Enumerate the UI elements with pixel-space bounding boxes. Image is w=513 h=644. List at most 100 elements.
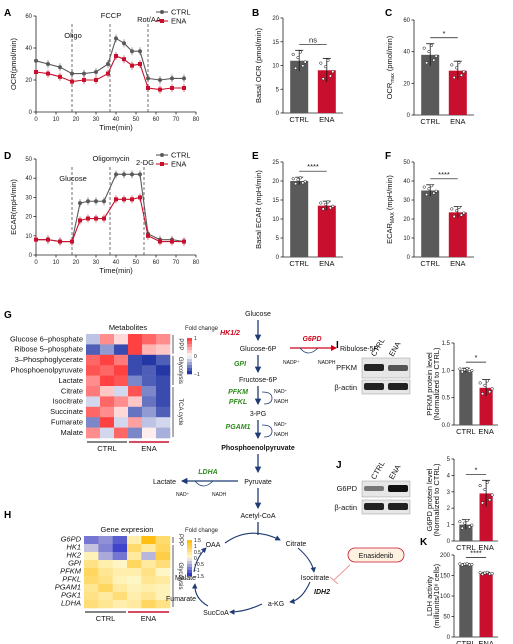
data-point-ena <box>106 71 110 76</box>
replicate-point <box>458 520 462 524</box>
replicate-point <box>425 193 429 197</box>
g6p-label: Glucose-6P <box>240 346 277 353</box>
heatmap-cell <box>84 544 99 553</box>
replicate-point <box>458 367 462 371</box>
heatmap-cell <box>156 396 171 408</box>
category-label: ENA <box>319 259 334 268</box>
data-point-ena <box>170 86 174 90</box>
heatmap-cell <box>114 354 129 366</box>
heatmap-row-label: Succinate <box>50 407 83 416</box>
nadh-label-3: NADH <box>212 492 227 498</box>
colorbar-tick: 1.5 <box>194 538 201 544</box>
chart-f-ytick-label: 20 <box>403 217 410 223</box>
heatmap-cell <box>84 560 99 569</box>
data-point-ctrl <box>46 62 50 66</box>
replicate-point <box>303 179 307 184</box>
heatmap-cell <box>155 552 171 561</box>
heatmap-cell <box>128 406 143 418</box>
y-axis-label-main: Basal ECAR (mpH/min) <box>254 170 263 249</box>
data-point-ena <box>170 239 174 244</box>
chart-k: 0 50 100 150 200 CTRL ENA **** LDH activity(mill… <box>425 549 498 644</box>
data-point-ena <box>58 239 62 244</box>
data-point-ctrl <box>94 199 98 204</box>
chart-e-ytick-label: 0 <box>276 255 280 261</box>
malate-label: Malate <box>175 575 196 582</box>
replicate-point <box>488 498 492 502</box>
xtick-label: 30 <box>93 117 100 123</box>
data-point-ctrl <box>106 62 110 66</box>
significance-label: **** <box>470 549 482 558</box>
bar-ena <box>448 212 467 257</box>
data-point-ena <box>114 197 118 202</box>
heatmap-cell <box>127 560 142 569</box>
colorbar-swatch <box>187 540 192 544</box>
heatmap-cell <box>141 536 156 545</box>
replicate-point <box>427 49 431 54</box>
pg3-label: 3-PG <box>250 411 266 418</box>
data-point-ena <box>130 197 134 202</box>
chart-a: 0 20 40 60 0 10 20 30 40 50 60 70 80 Time(min) OCR(pmo… <box>9 8 200 133</box>
fumarate-label: Fumarate <box>166 596 196 603</box>
heatmap-cell <box>98 536 113 545</box>
replicate-point <box>432 191 436 195</box>
chart-e-ytick-label: 10 <box>272 217 279 223</box>
heatmap-cell <box>142 406 157 418</box>
heatmap-row-label: Ribose 5–phosphate <box>14 345 83 354</box>
y-axis-label-main: OCR <box>385 82 394 99</box>
chart-e-ytick-label: 25 <box>272 160 279 166</box>
replicate-point <box>425 61 429 65</box>
replicate-point <box>422 46 426 50</box>
replicate-point <box>450 63 454 67</box>
colorbar-swatch <box>187 552 192 556</box>
injection-label: Glucose <box>59 174 87 183</box>
y-axis-label: OCRmax (pmol/min) <box>385 35 396 99</box>
chart-j-ytick-label: 1 <box>447 523 451 529</box>
heatmap-cell <box>127 600 142 609</box>
heatmap-cell <box>114 396 129 408</box>
data-point-ena <box>158 87 162 92</box>
panel-letter-h: H <box>4 510 11 521</box>
significance-label: ns <box>309 35 317 44</box>
heatmap-cell <box>128 334 143 345</box>
heatmap-cell <box>112 568 128 577</box>
data-point-ctrl <box>70 71 74 76</box>
heatmap-cell <box>141 552 156 561</box>
replicate-point <box>467 525 472 529</box>
colorbar-swatch <box>187 558 192 562</box>
heatmap-cell <box>156 417 171 428</box>
chart-a-ytick-label: 40 <box>25 46 32 52</box>
colorbar-swatch <box>187 564 192 568</box>
heatmap-cell <box>155 544 171 553</box>
blot-i-lane-ena: ENA <box>387 340 403 358</box>
heatmap-cell <box>114 334 129 345</box>
y-axis-label: ECARMAX (mpH/min) <box>385 175 396 244</box>
chart-c-ytick-label: 60 <box>403 18 410 24</box>
y-axis-label-sub: MAX <box>390 212 396 224</box>
y-axis-label-main: Basal OCR (pmol/min) <box>254 27 263 103</box>
heatmap-cell <box>141 568 156 577</box>
row-group-label: Glycolysis <box>177 357 183 384</box>
y-axis-label: LDH activity <box>425 576 434 616</box>
xtick-label: 60 <box>153 117 160 123</box>
replicate-point <box>455 209 459 213</box>
y-axis-label: PFKM protein level <box>425 352 434 416</box>
xtick-label: 20 <box>73 117 80 123</box>
colorbar-swatch <box>187 368 192 372</box>
legend-marker <box>160 10 164 14</box>
category-label: ENA <box>450 259 465 268</box>
heatmap-row-label: PGAM1 <box>55 583 81 592</box>
heatmap-cell <box>127 584 142 593</box>
replicate-point <box>483 487 487 492</box>
data-point-ena <box>146 233 150 238</box>
heatmap-cell <box>86 406 101 418</box>
heatmap-cell <box>156 365 171 376</box>
colorbar-tick: 1 <box>194 544 197 550</box>
xtick-label: 50 <box>133 260 140 266</box>
heatmap-cell <box>114 344 129 356</box>
heatmap-cell <box>84 568 99 577</box>
chart-k-ytick-label: 50 <box>443 615 450 621</box>
colorbar-tick: 1 <box>194 336 197 342</box>
data-point-ctrl <box>122 41 126 46</box>
data-point-ctrl <box>130 172 134 177</box>
xtick-label: 10 <box>53 260 60 266</box>
